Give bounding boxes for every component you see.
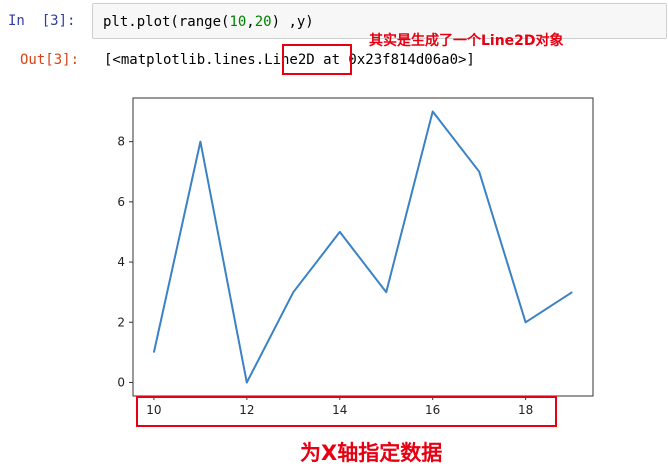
data-point [292, 291, 294, 293]
y-tick-label: 6 [117, 195, 125, 209]
line2d-highlight-box [282, 44, 352, 75]
data-point [571, 291, 573, 293]
code-cell[interactable]: plt.plot(range(10,20) ,y) [92, 3, 667, 39]
y-tick-label: 8 [117, 135, 125, 149]
line-chart: 10 12 14 16 18 0 2 4 6 8 [100, 90, 620, 430]
y-tick-label: 2 [117, 315, 125, 329]
data-point [525, 321, 527, 323]
y-tick-label: 4 [117, 255, 125, 269]
code-arg-end: 20 [254, 14, 272, 30]
data-point [432, 111, 434, 113]
code-prefix: plt.plot(range( [103, 14, 230, 30]
input-prompt: In [3]: [8, 13, 76, 29]
annotation-line2d-note: 其实是生成了一个Line2D对象 [369, 33, 564, 49]
plot-frame [132, 97, 594, 397]
code-suffix: ) ,y) [271, 14, 314, 30]
code-separator: , [246, 14, 255, 30]
x-tick-label: 16 [425, 403, 440, 417]
x-tick-label: 12 [239, 403, 254, 417]
data-point [199, 141, 201, 143]
output-text: [<matplotlib.lines.Line2D at 0x23f814d06… [104, 52, 475, 68]
code-arg-start: 10 [229, 14, 247, 30]
data-point [246, 381, 248, 383]
output-prompt: Out[3]: [20, 52, 80, 68]
data-point [478, 171, 480, 173]
x-axis-highlight-box [136, 396, 557, 427]
annotation-x-axis-note: 为X轴指定数据 [300, 441, 443, 465]
code-text[interactable]: plt.plot(range(10,20) ,y) [103, 12, 314, 32]
data-point [339, 231, 341, 233]
x-tick-label: 10 [146, 403, 161, 417]
y-tick-label: 0 [117, 375, 125, 389]
x-tick-label: 18 [518, 403, 533, 417]
series-line [152, 110, 573, 384]
x-tick-label: 14 [332, 403, 347, 417]
chart-svg: 10 12 14 16 18 0 2 4 6 8 [117, 97, 594, 417]
data-point [153, 351, 155, 353]
data-point [385, 291, 387, 293]
